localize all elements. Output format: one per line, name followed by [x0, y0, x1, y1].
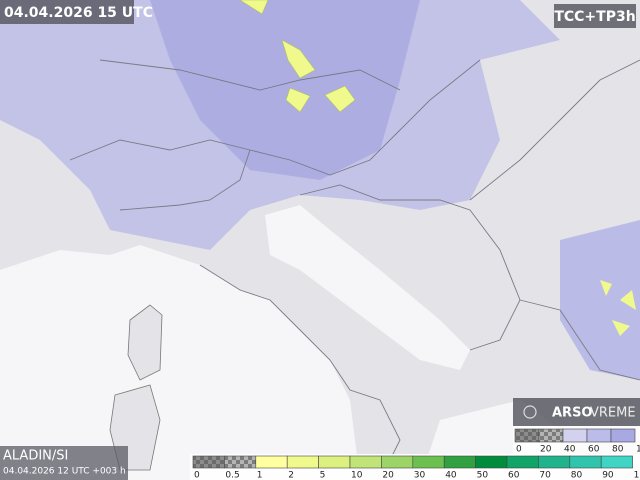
legends: 0 0.5 1 2 5 10 20 30 40 50 60 70 80 90 100 0 20 40 60 80 100	[192, 428, 640, 480]
precipitation-tick-label: 20	[382, 471, 394, 480]
precipitation-swatch	[255, 455, 288, 469]
precipitation-swatch	[475, 455, 508, 469]
cloud-checker	[515, 429, 539, 442]
precipitation-swatch	[286, 455, 319, 469]
cloud-tick-label: 60	[588, 445, 600, 455]
cloud-swatch	[586, 428, 612, 443]
tyrrhenian-sea	[0, 245, 360, 480]
cloud-tick-label: 40	[564, 445, 576, 455]
precipitation-east	[600, 280, 636, 336]
valid-time: 04.04.2026 15 UTC	[4, 5, 153, 21]
adriatic-sea	[265, 205, 470, 370]
cloud-tick-label: 100	[636, 445, 640, 455]
precipitation-tick-label: 10	[351, 471, 363, 480]
precipitation-swatch	[600, 455, 633, 469]
cloud-swatch	[562, 428, 588, 443]
precipitation-swatch	[381, 455, 414, 469]
header-box	[0, 0, 134, 24]
precipitation-tick-label: 0	[194, 471, 200, 480]
run: 04.04.2026 12 UTC +003 h	[3, 467, 126, 477]
precipitation-tick-label: 0.5	[225, 471, 239, 480]
precipitation-checker	[193, 456, 225, 468]
precipitation-tick-label: 2	[288, 471, 294, 480]
precipitation-tick-label: 30	[414, 471, 426, 480]
precipitation-swatch	[538, 455, 571, 469]
model: ALADIN/SI	[3, 449, 68, 464]
precipitation-tick-label: 80	[571, 471, 583, 480]
precipitation-tick-label: 50	[477, 471, 489, 480]
precipitation-tick-label: 70	[539, 471, 551, 480]
cloud-cover-dense	[150, 0, 420, 180]
precipitation-swatch	[506, 455, 539, 469]
borders	[69, 59, 640, 461]
precipitation-swatch	[318, 455, 351, 469]
precipitation-tick-label: 1	[257, 471, 263, 480]
precipitation-tick-label: 5	[320, 471, 326, 480]
cloud-tick-label: 20	[540, 445, 552, 455]
model-box	[0, 446, 128, 480]
precipitation	[239, 0, 356, 113]
precipitation-tick-label: 40	[445, 471, 457, 480]
precipitation-tick-label: 60	[508, 471, 520, 480]
precipitation-swatch	[349, 455, 382, 469]
brand-box	[513, 398, 640, 426]
precipitation-tick-label: 90	[602, 471, 614, 480]
cloud-checker	[539, 429, 563, 442]
cloud-tick-label: 80	[612, 445, 624, 455]
precipitation-swatch	[412, 455, 445, 469]
product-box	[554, 4, 636, 28]
brand-light: VREME	[590, 406, 636, 421]
precipitation-checker	[224, 456, 256, 468]
brand-bold: ARSO	[552, 406, 593, 421]
precipitation-swatch	[569, 455, 602, 469]
precipitation-swatch	[443, 455, 476, 469]
brand-logo	[523, 405, 537, 419]
product: TCC+TP3h	[554, 9, 635, 25]
corsica	[127, 304, 163, 381]
precipitation-tick-label: 100	[634, 471, 640, 480]
cloud-tick-label: 0	[516, 445, 522, 455]
cloud-swatch	[610, 428, 636, 443]
